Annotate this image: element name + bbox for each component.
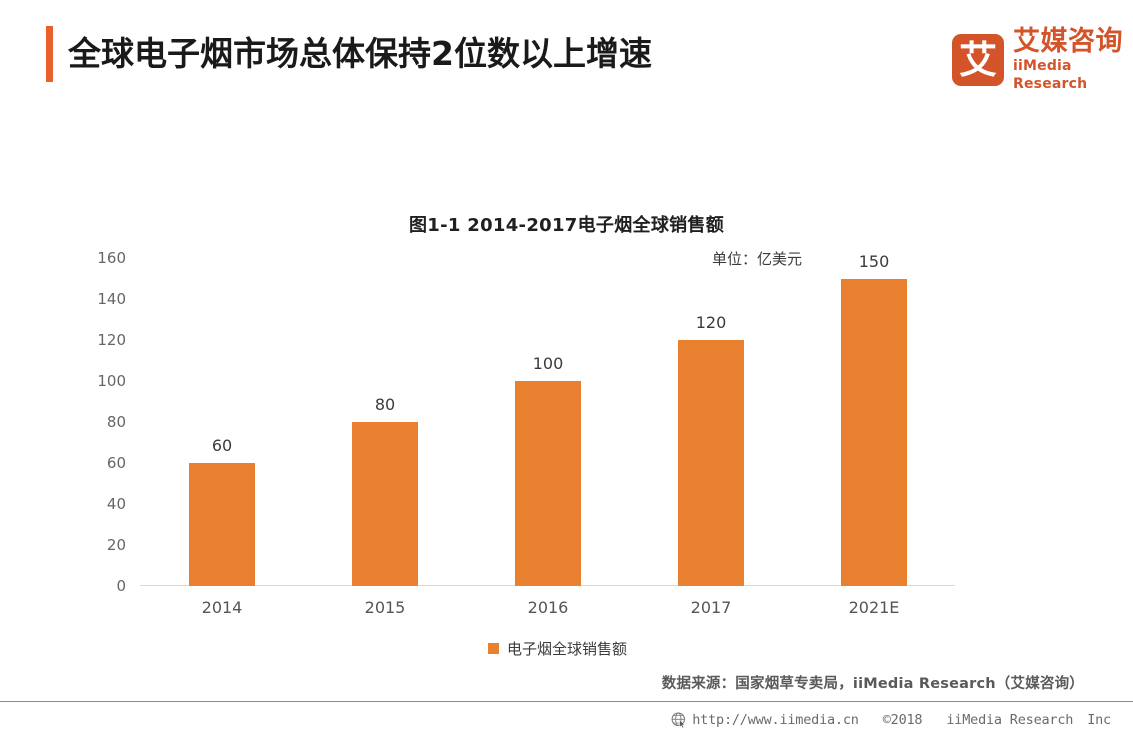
bar-value-label: 120 bbox=[695, 313, 727, 332]
title-accent-bar bbox=[46, 26, 53, 82]
x-axis-tick: 2016 bbox=[527, 598, 569, 617]
logo-mark-icon: 艾 bbox=[952, 34, 1004, 86]
y-axis-tick: 140 bbox=[97, 290, 126, 308]
chart-unit-note: 单位：亿美元 bbox=[712, 250, 803, 268]
logo-name-cn: 艾媒咨询 bbox=[1013, 26, 1123, 57]
logo-text: 艾媒咨询 iiMedia Research bbox=[1013, 27, 1133, 93]
legend-item: 电子烟全球销售额 bbox=[487, 638, 627, 659]
footer-suffix: Inc bbox=[1087, 712, 1111, 728]
y-axis-tick: 100 bbox=[97, 372, 126, 390]
bar[interactable]: 60 2014 bbox=[189, 436, 255, 617]
x-axis-tick: 2021E bbox=[848, 598, 900, 617]
chart-legend: 电子烟全球销售额 bbox=[0, 638, 1133, 659]
y-axis-tick: 0 bbox=[116, 577, 126, 595]
x-axis-tick: 2015 bbox=[364, 598, 406, 617]
y-axis-tick: 20 bbox=[106, 536, 126, 554]
bar[interactable]: 120 2017 bbox=[678, 313, 744, 617]
y-axis-tick: 40 bbox=[106, 495, 126, 513]
chart-container: 图1-1 2014-2017电子烟全球销售额 单位：亿美元 0 20 40 60 80 1… bbox=[0, 108, 1133, 668]
page-header: 全球电子烟市场总体保持2位数以上增速 艾 艾媒咨询 iiMedia Resear… bbox=[0, 0, 1133, 108]
chart-plot-area: 0 20 40 60 80 100 120 140 160 60 2014 80 2015 100 201… bbox=[97, 249, 955, 617]
bar[interactable]: 80 2015 bbox=[352, 395, 418, 617]
logo-mark-glyph: 艾 bbox=[958, 38, 997, 82]
page-title: 全球电子烟市场总体保持2位数以上增速 bbox=[68, 34, 652, 73]
footer-copyright: ©2018 bbox=[882, 712, 923, 728]
bar-value-label: 100 bbox=[532, 354, 564, 373]
bar-value-label: 80 bbox=[374, 395, 396, 414]
logo-name-en: iiMedia Research bbox=[1013, 58, 1088, 92]
page-footer: http://www.iimedia.cn ©2018 iiMedia Rese… bbox=[671, 712, 1111, 728]
legend-label: 电子烟全球销售额 bbox=[506, 640, 627, 658]
x-axis-tick: 2014 bbox=[201, 598, 243, 617]
x-axis-tick: 2017 bbox=[690, 598, 732, 617]
y-axis-tick: 80 bbox=[106, 413, 126, 431]
footer-divider bbox=[0, 701, 1133, 702]
bar-value-label: 60 bbox=[211, 436, 233, 455]
legend-swatch-icon bbox=[487, 643, 499, 654]
bar[interactable]: 150 2021E bbox=[841, 252, 907, 617]
y-axis-tick: 160 bbox=[97, 249, 126, 267]
bar-value-label: 150 bbox=[858, 251, 890, 271]
data-source-note: 数据来源：国家烟草专卖局，iiMedia Research（艾媒咨询） bbox=[661, 676, 1084, 692]
y-axis-tick: 60 bbox=[106, 454, 126, 472]
globe-cursor-icon bbox=[671, 712, 686, 728]
bar[interactable]: 100 2016 bbox=[515, 354, 581, 617]
footer-url[interactable]: http://www.iimedia.cn bbox=[692, 712, 859, 728]
brand-logo: 艾 艾媒咨询 iiMedia Research bbox=[952, 27, 1133, 93]
y-axis-tick: 120 bbox=[97, 331, 126, 349]
chart-title: 图1-1 2014-2017电子烟全球销售额 bbox=[408, 215, 725, 236]
footer-company: iiMedia Research bbox=[946, 712, 1074, 728]
